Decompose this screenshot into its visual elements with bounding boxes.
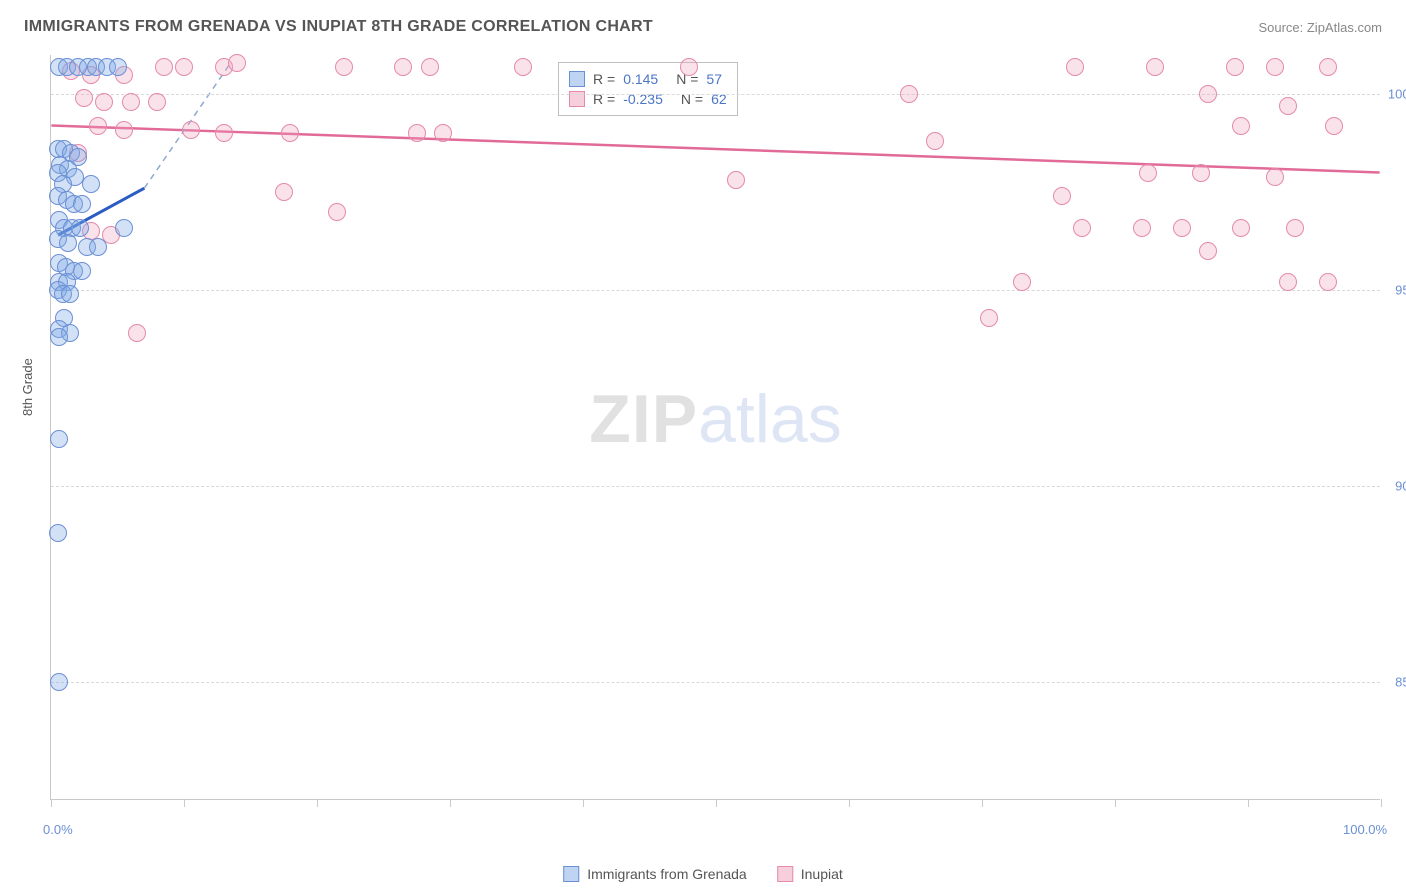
watermark: ZIPatlas: [589, 380, 841, 458]
swatch-pink: [777, 866, 793, 882]
data-point-pink: [1053, 187, 1071, 205]
data-point-pink: [335, 58, 353, 76]
swatch-blue: [563, 866, 579, 882]
data-point-pink: [328, 203, 346, 221]
data-point-blue: [82, 175, 100, 193]
data-point-pink: [115, 121, 133, 139]
data-point-blue: [50, 673, 68, 691]
series-legend: Immigrants from Grenada Inupiat: [563, 866, 843, 882]
data-point-blue: [50, 430, 68, 448]
data-point-pink: [900, 85, 918, 103]
y-tick-label: 85.0%: [1395, 675, 1406, 690]
data-point-pink: [434, 124, 452, 142]
legend-row-blue: R = 0.145 N = 57: [569, 69, 727, 89]
gridline-h: [51, 94, 1380, 95]
data-point-pink: [421, 58, 439, 76]
data-point-pink: [394, 58, 412, 76]
data-point-blue: [71, 219, 89, 237]
data-point-pink: [1325, 117, 1343, 135]
x-tick: [450, 799, 451, 807]
data-point-pink: [1146, 58, 1164, 76]
x-tick: [1115, 799, 1116, 807]
x-tick-label: 0.0%: [43, 822, 73, 837]
data-point-pink: [75, 89, 93, 107]
legend-item-blue: Immigrants from Grenada: [563, 866, 747, 882]
data-point-pink: [228, 54, 246, 72]
data-point-pink: [1232, 219, 1250, 237]
data-point-pink: [1192, 164, 1210, 182]
data-point-blue: [109, 58, 127, 76]
data-point-blue: [73, 262, 91, 280]
gridline-h: [51, 682, 1380, 683]
data-point-pink: [175, 58, 193, 76]
data-point-pink: [980, 309, 998, 327]
data-point-pink: [281, 124, 299, 142]
data-point-pink: [1279, 273, 1297, 291]
plot-area: ZIPatlas R = 0.145 N = 57 R = -0.235 N =…: [50, 55, 1380, 800]
data-point-pink: [275, 183, 293, 201]
x-tick: [583, 799, 584, 807]
x-tick: [716, 799, 717, 807]
data-point-blue: [50, 328, 68, 346]
data-point-pink: [1232, 117, 1250, 135]
data-point-blue: [49, 524, 67, 542]
data-point-pink: [926, 132, 944, 150]
data-point-pink: [89, 117, 107, 135]
data-point-pink: [1013, 273, 1031, 291]
source-credit: Source: ZipAtlas.com: [1258, 20, 1382, 35]
data-point-pink: [1199, 85, 1217, 103]
data-point-pink: [1173, 219, 1191, 237]
x-tick: [849, 799, 850, 807]
swatch-blue: [569, 71, 585, 87]
data-point-pink: [1199, 242, 1217, 260]
data-point-pink: [1286, 219, 1304, 237]
chart-title: IMMIGRANTS FROM GRENADA VS INUPIAT 8TH G…: [24, 18, 653, 36]
x-tick: [184, 799, 185, 807]
data-point-blue: [61, 285, 79, 303]
gridline-h: [51, 290, 1380, 291]
legend-row-pink: R = -0.235 N = 62: [569, 89, 727, 109]
y-tick-label: 90.0%: [1395, 479, 1406, 494]
x-tick: [1248, 799, 1249, 807]
data-point-pink: [1319, 58, 1337, 76]
data-point-pink: [215, 124, 233, 142]
data-point-blue: [59, 234, 77, 252]
data-point-pink: [408, 124, 426, 142]
data-point-pink: [1133, 219, 1151, 237]
data-point-pink: [95, 93, 113, 111]
data-point-blue: [115, 219, 133, 237]
y-tick-label: 95.0%: [1395, 283, 1406, 298]
data-point-pink: [727, 171, 745, 189]
x-tick: [51, 799, 52, 807]
x-tick: [317, 799, 318, 807]
data-point-pink: [1266, 168, 1284, 186]
data-point-pink: [1266, 58, 1284, 76]
y-axis-title: 8th Grade: [20, 358, 35, 416]
data-point-pink: [1226, 58, 1244, 76]
data-point-pink: [1279, 97, 1297, 115]
correlation-legend: R = 0.145 N = 57 R = -0.235 N = 62: [558, 62, 738, 116]
x-tick: [982, 799, 983, 807]
y-tick-label: 100.0%: [1388, 87, 1406, 102]
gridline-h: [51, 486, 1380, 487]
data-point-pink: [1073, 219, 1091, 237]
legend-item-pink: Inupiat: [777, 866, 843, 882]
data-point-pink: [1066, 58, 1084, 76]
data-point-pink: [514, 58, 532, 76]
data-point-pink: [182, 121, 200, 139]
data-point-pink: [122, 93, 140, 111]
data-point-pink: [680, 58, 698, 76]
data-point-pink: [155, 58, 173, 76]
data-point-pink: [128, 324, 146, 342]
data-point-blue: [73, 195, 91, 213]
x-tick: [1381, 799, 1382, 807]
data-point-blue: [89, 238, 107, 256]
data-point-pink: [148, 93, 166, 111]
data-point-pink: [1139, 164, 1157, 182]
x-tick-label: 100.0%: [1343, 822, 1387, 837]
data-point-pink: [1319, 273, 1337, 291]
